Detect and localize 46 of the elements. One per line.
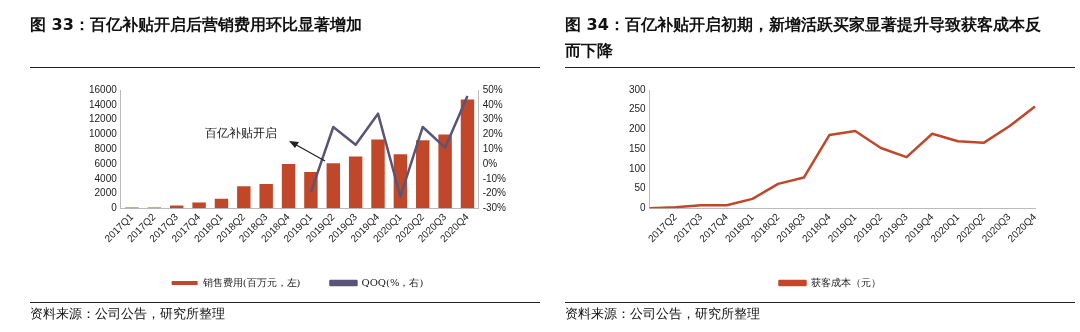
legend-label: 获客成本（元） [810,276,881,288]
y2-tick-label: -20% [482,187,507,199]
y-tick-label: 4000 [94,172,118,184]
y2-tick-label: 50% [482,83,503,95]
annotation: 百亿补贴开启 [205,124,277,142]
chart-title: 图 33：百亿补贴开启后营销费用环比显著增加 [30,14,363,36]
bar [371,139,385,209]
y-tick-label: 14000 [89,98,118,110]
bar [326,163,340,209]
y-tick-label: 6000 [94,157,118,169]
bar [237,186,251,209]
y-tick-label: 12000 [89,113,118,125]
y-tick-label: 10000 [89,128,118,140]
bar [170,205,184,209]
bar [304,172,318,209]
bar [281,163,296,209]
bar [259,183,273,209]
chart-title: 图 34：百亿补贴开启初期，新增活跃买家显著提升导致获客成本反而下降 [565,14,1042,62]
y2-tick-label: -10% [482,172,507,184]
bar [460,99,475,209]
y-tick-label: 150 [629,142,647,154]
bar [348,156,363,209]
y-tick-label: 8000 [94,142,118,154]
y2-tick-label: 10% [482,142,503,154]
text: 资料来源：公司公告，研究所整理 [565,305,760,323]
y-tick-label: 50 [634,182,647,194]
bar [416,140,430,209]
y-tick-label: 100 [629,162,647,174]
legend-label: QOQ(%，右) [361,276,424,288]
y-tick-label: 300 [629,83,647,95]
bar [214,198,229,209]
y2-tick-label: -30% [482,202,507,214]
text: 资料来源：公司公告，研究所整理 [30,305,225,323]
y-tick-label: 0 [111,202,118,214]
y2-tick-label: 20% [482,128,503,140]
y-tick-label: 0 [640,202,647,214]
y-tick-label: 200 [629,123,647,135]
y-tick-label: 16000 [89,83,118,95]
y-tick-label: 2000 [94,187,118,199]
y2-tick-label: 40% [482,98,503,110]
y2-tick-label: 0% [482,157,498,169]
bar [438,134,452,209]
y2-tick-label: 30% [482,113,503,125]
y-tick-label: 250 [629,103,647,115]
bar [192,202,206,209]
legend-label: 销售费用(百万元，左) [201,276,301,288]
